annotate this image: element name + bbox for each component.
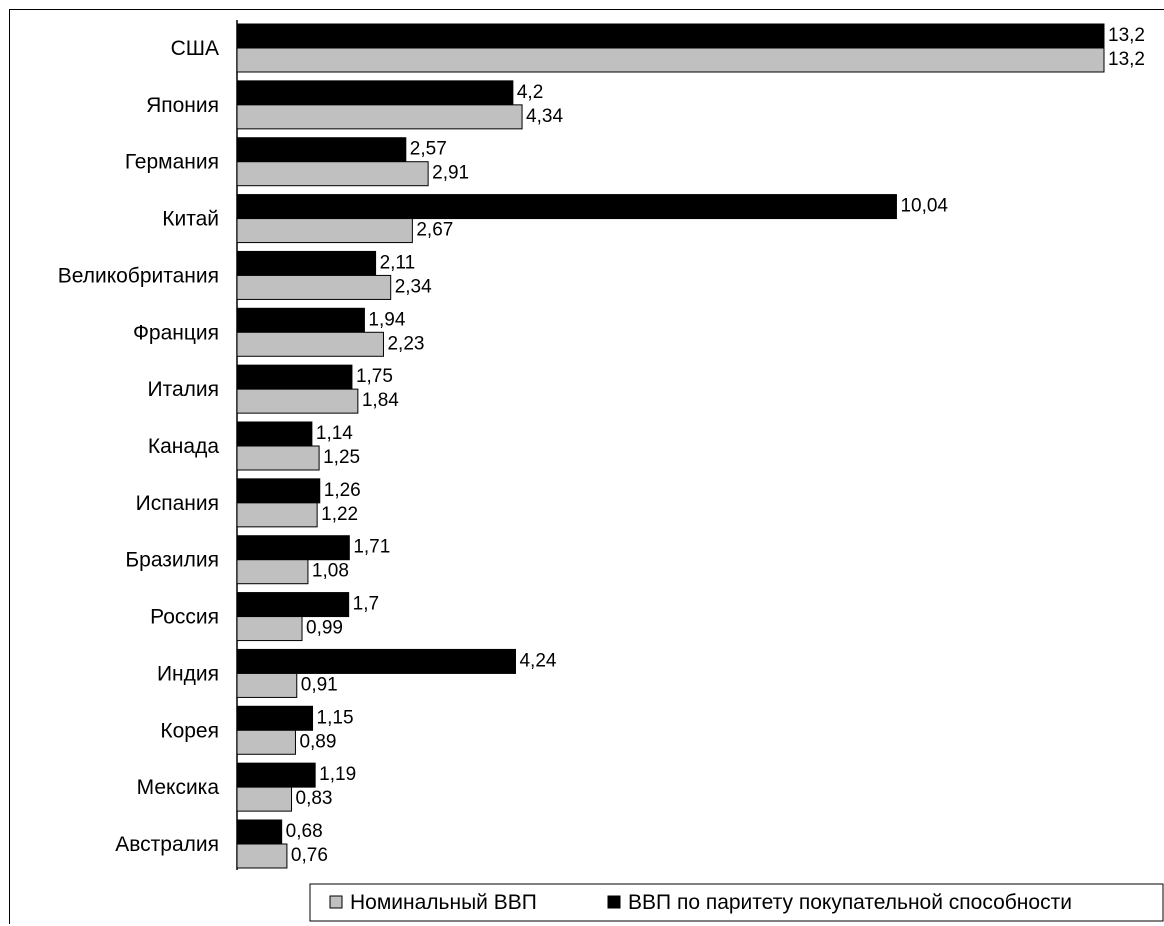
value-label-nominal: 1,22 (321, 504, 358, 525)
value-label-ppp: 13,2 (1108, 25, 1145, 46)
bar-ppp (236, 478, 321, 504)
category-label: Япония (146, 94, 219, 117)
category-label: Россия (150, 606, 219, 629)
bar-ppp (236, 762, 316, 788)
bar-ppp (236, 592, 350, 618)
value-label-ppp: 2,11 (380, 252, 416, 273)
value-label-nominal: 4,34 (526, 106, 563, 127)
legend-swatch-ppp (607, 895, 621, 909)
value-label-ppp: 4,2 (517, 82, 543, 103)
bar-ppp (236, 23, 1105, 49)
bar-nominal (236, 331, 384, 357)
value-label-ppp: 1,26 (324, 480, 361, 501)
value-label-nominal: 2,23 (387, 333, 424, 354)
value-label-ppp: 1,19 (319, 764, 356, 785)
category-label: Франция (133, 321, 219, 344)
bar-ppp (236, 307, 365, 333)
value-label-nominal: 0,91 (301, 674, 338, 695)
bar-ppp (236, 194, 897, 220)
bar-ppp (236, 364, 353, 390)
value-label-nominal: 13,2 (1108, 49, 1145, 70)
legend-box (309, 883, 1164, 922)
bar-nominal (236, 388, 359, 414)
value-label-nominal: 2,34 (395, 276, 432, 297)
value-label-ppp: 10,04 (900, 196, 948, 217)
bar-ppp (236, 535, 350, 561)
bar-nominal (236, 218, 413, 244)
bar-nominal (236, 729, 296, 755)
value-label-ppp: 1,71 (353, 537, 390, 558)
value-label-ppp: 1,75 (356, 366, 393, 387)
bar-ppp (236, 421, 313, 447)
value-label-nominal: 0,99 (306, 618, 343, 639)
value-label-ppp: 2,57 (410, 139, 447, 160)
bars-layer (236, 23, 1105, 869)
value-label-nominal: 0,76 (291, 845, 328, 866)
category-label: Мексика (137, 776, 220, 799)
bar-nominal (236, 445, 320, 471)
value-label-ppp: 0,68 (286, 821, 323, 842)
bar-nominal (236, 502, 318, 528)
value-label-nominal: 2,67 (416, 220, 453, 241)
category-label: Канада (148, 435, 219, 458)
value-label-nominal: 0,89 (299, 731, 336, 752)
value-label-ppp: 1,15 (317, 707, 354, 728)
category-label: Бразилия (125, 549, 219, 572)
category-label: США (171, 37, 219, 60)
value-label-nominal: 1,08 (312, 561, 349, 582)
bar-ppp (236, 250, 377, 276)
bar-nominal (236, 104, 523, 130)
value-label-nominal: 1,84 (362, 390, 399, 411)
bar-nominal (236, 786, 293, 812)
bar-ppp (236, 80, 514, 106)
category-label: Китай (162, 208, 219, 231)
value-label-ppp: 4,24 (519, 650, 556, 671)
bar-ppp (236, 137, 407, 163)
value-label-nominal: 1,25 (323, 447, 360, 468)
legend: Номинальный ВВП ВВП по паритету покупател… (309, 883, 1164, 922)
bar-ppp (236, 819, 283, 845)
bar-nominal (236, 672, 298, 698)
category-label: Великобритания (58, 264, 219, 287)
category-label: Испания (136, 492, 219, 515)
bar-ppp (236, 648, 516, 674)
legend-label-nominal: Номинальный ВВП (350, 891, 537, 914)
category-label: Индия (157, 662, 219, 685)
value-label-ppp: 1,94 (368, 309, 405, 330)
value-label-ppp: 1,7 (353, 594, 379, 615)
value-label-nominal: 0,83 (296, 788, 333, 809)
bar-ppp (236, 705, 314, 731)
legend-label-ppp: ВВП по паритету покупательной способност… (628, 891, 1072, 914)
category-label: Австралия (115, 833, 219, 856)
bar-nominal (236, 161, 429, 187)
bar-nominal (236, 47, 1105, 73)
bar-nominal (236, 616, 303, 642)
bar-nominal (236, 559, 309, 585)
legend-swatch-nominal (329, 895, 343, 909)
value-label-nominal: 2,91 (432, 163, 469, 184)
bar-nominal (236, 843, 288, 869)
value-label-ppp: 1,14 (316, 423, 353, 444)
bar-nominal (236, 274, 392, 300)
category-label: Германия (125, 151, 219, 174)
category-label: Корея (160, 719, 219, 742)
chart-frame (9, 9, 1164, 924)
labels-layer: США 13,2 13,2 Япония 4,2 4,34 Германия 2,57 2,91… (58, 25, 1145, 866)
category-label: Италия (147, 378, 219, 401)
